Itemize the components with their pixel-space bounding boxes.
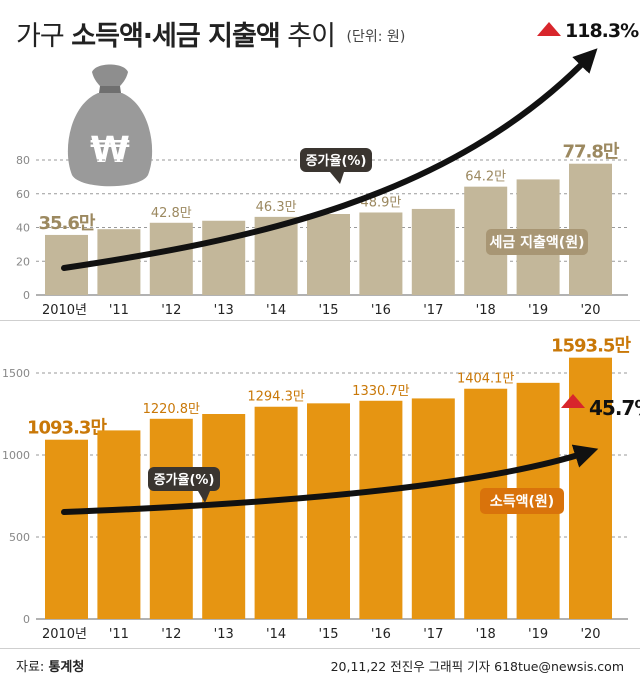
trend-callout-text: 증가율(%) [306,153,367,169]
trend-callout-tail [198,491,210,503]
chart-title: 가구 소득액·세금 지출액 추이 (단위: 원) [16,14,405,53]
data-label: 48.9만 [360,195,401,210]
bar [359,212,403,295]
panel-separator [0,320,640,321]
bar [359,400,403,619]
x-tick-label: '13 [214,303,234,318]
trend-callout-text: 증가율(%) [154,472,215,488]
data-label: 1093.3만 [27,418,107,439]
up-triangle-icon [561,394,585,408]
y-tick-label: 60 [16,188,30,201]
series-legend-box [480,488,564,514]
y-tick-label: 1000 [2,449,30,462]
data-label: 35.6만 [39,213,96,234]
bar [202,414,246,619]
trend-callout-tail [330,172,344,184]
trend-callout-box [300,148,372,172]
x-tick-label: '15 [318,303,338,318]
bar [97,430,141,619]
bar [149,418,193,619]
data-label: 1593.5만 [551,336,631,357]
credit-note: 20,11,22 전진우 그래픽 기자 618tue@newsis.com [330,659,624,674]
x-tick-label: '16 [371,627,391,642]
x-tick-label: '14 [266,303,286,318]
title-unit: (단위: 원) [346,29,406,45]
x-tick-label: '19 [528,303,548,318]
footer-separator [0,648,640,649]
bar [45,439,88,619]
x-tick-label: '11 [109,627,129,642]
x-tick-label: '17 [423,627,443,642]
x-tick-label: '17 [423,303,443,318]
series-legend-box [486,229,588,255]
y-tick-label: 80 [16,154,30,167]
data-label: 1294.3만 [247,390,304,405]
y-tick-label: 40 [16,222,30,235]
bar [254,406,298,619]
title-suffix: 추이 [287,21,336,52]
income-chart: 0 500 1000 1500 2010년 1093.3만 '11 '12 1220.8만 '13… [2,336,640,642]
y-tick-label: 0 [23,289,30,302]
trend-callout: 증가율(%) [300,148,372,184]
x-tick-label: '14 [266,627,286,642]
trend-callout: 증가율(%) [148,467,220,503]
y-tick-label: 500 [9,531,30,544]
trend-callout-box [148,467,220,491]
bar [411,398,455,619]
source-label: 자료: [16,660,45,675]
series-legend-label: 소득액(원) [490,493,554,510]
x-tick-label: 2010년 [42,303,87,318]
x-tick-label: '12 [161,627,181,642]
change-label: 45.7% [589,396,640,420]
money-bag-won-icon: ₩ [67,64,153,187]
x-tick-label: '20 [580,303,600,318]
x-tick-label: '11 [109,303,129,318]
x-tick-label: '13 [214,627,234,642]
bar [202,220,246,295]
x-tick-label: '12 [161,303,181,318]
trend-arrow [61,444,599,515]
x-tick-label: '18 [476,627,496,642]
title-main: 소득액·세금 지출액 [71,21,280,52]
up-triangle-icon [537,22,561,36]
title-prefix: 가구 [16,21,65,52]
source-name: 통계청 [48,660,85,675]
x-tick-label: '18 [476,303,496,318]
x-tick-label: '15 [318,627,338,642]
y-tick-label: 20 [16,255,30,268]
tax-chart: 0 20 40 60 80 2010년 35.6만 '11 '12 42.8만 '13 '14 46.3… [16,20,640,318]
x-tick-label: 2010년 [42,627,87,642]
trend-arrow [61,48,598,271]
data-label: 77.8만 [563,142,620,163]
bar [307,214,350,295]
bar [149,222,193,295]
data-label: 42.8만 [151,206,192,221]
svg-text:₩: ₩ [90,130,130,171]
bar [411,208,455,295]
series-legend-label: 세금 지출액(원) [490,234,585,251]
data-label: 1330.7만 [352,384,409,399]
data-label: 64.2만 [465,170,506,185]
data-label: 1404.1만 [457,372,514,387]
data-label: 1220.8만 [143,402,200,417]
x-tick-label: '16 [371,303,391,318]
change-label: 118.3% [565,20,639,42]
x-tick-label: '19 [528,627,548,642]
y-tick-label: 0 [23,613,30,626]
data-label: 46.3만 [256,200,297,215]
source-note: 자료: 통계청 [16,656,84,675]
bar [307,403,350,619]
y-tick-label: 1500 [2,367,30,380]
x-tick-label: '20 [580,627,600,642]
